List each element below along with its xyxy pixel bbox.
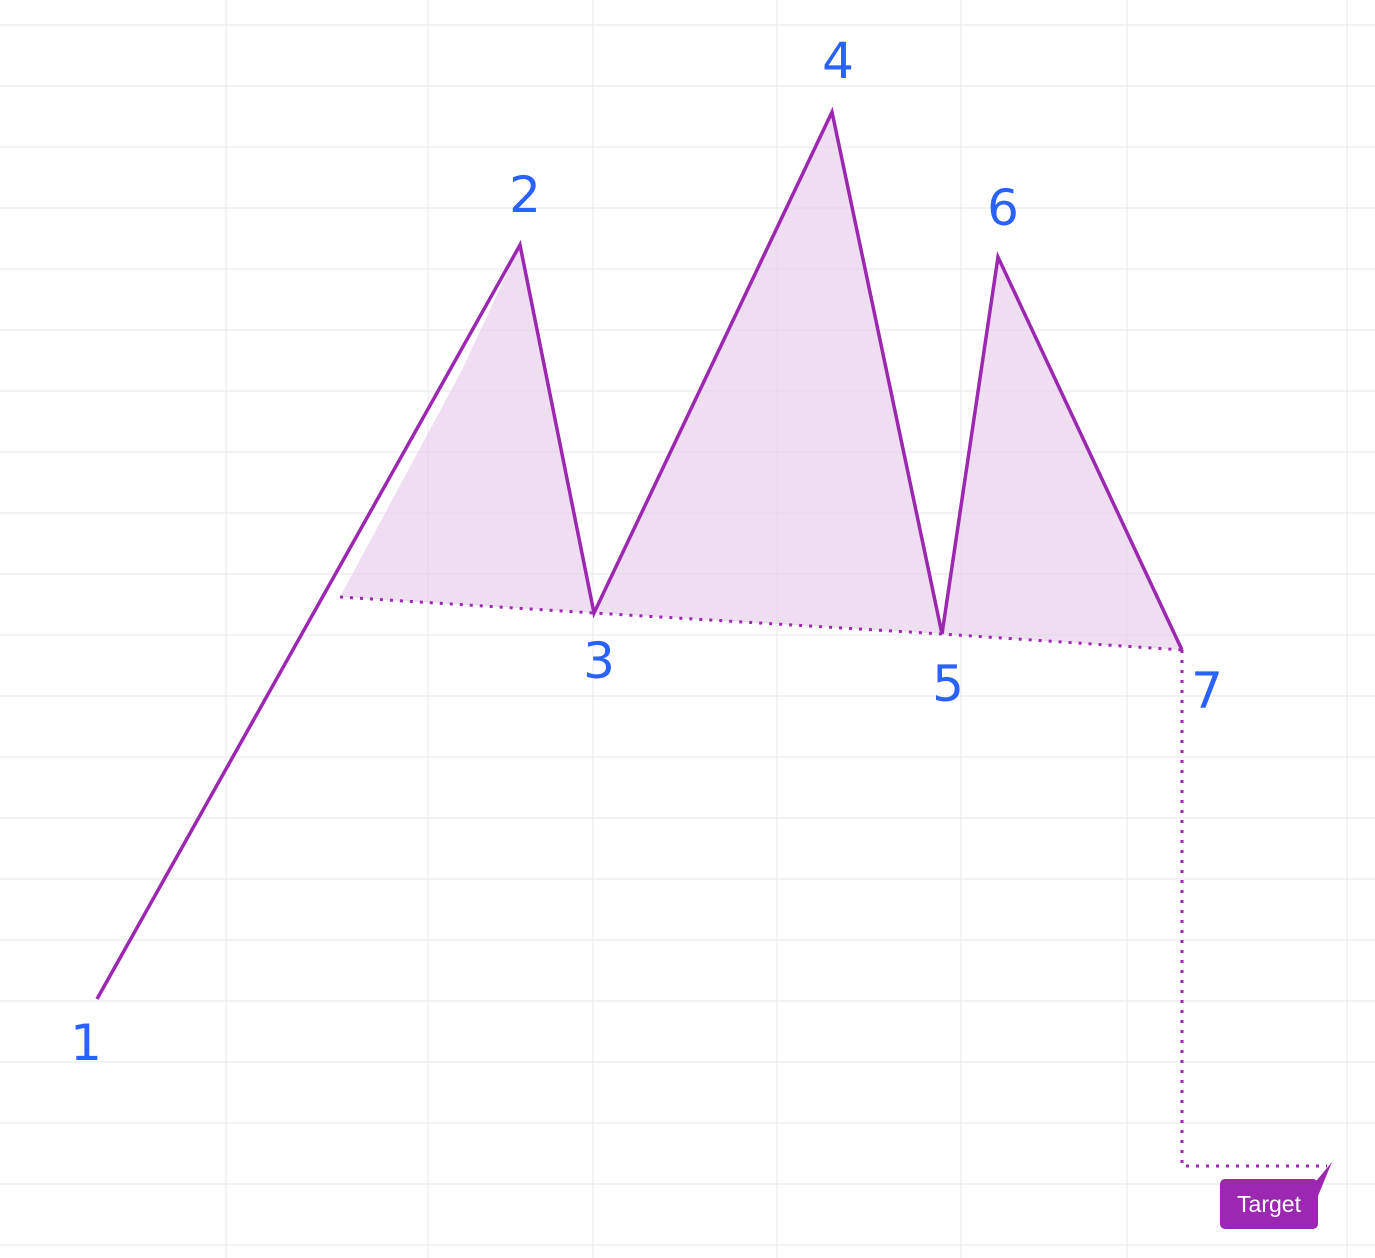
point-label-4: 4 bbox=[822, 32, 854, 90]
right-shoulder-fill bbox=[942, 257, 1182, 650]
target-badge-box bbox=[1220, 1179, 1318, 1229]
left-shoulder-fill bbox=[340, 245, 594, 613]
point-labels: 1 2 3 4 5 6 7 bbox=[70, 32, 1223, 1072]
price-path[interactable] bbox=[95, 106, 1184, 1000]
point-label-3: 3 bbox=[583, 632, 615, 690]
point-label-5: 5 bbox=[932, 655, 964, 713]
target-projection-line[interactable] bbox=[1180, 650, 1327, 1168]
point-label-7: 7 bbox=[1191, 662, 1223, 720]
point-label-1: 1 bbox=[70, 1014, 102, 1072]
point-label-6: 6 bbox=[987, 179, 1019, 237]
target-badge[interactable]: Target bbox=[1220, 1162, 1332, 1229]
pattern-fill-areas bbox=[340, 112, 1182, 650]
point-label-2: 2 bbox=[509, 166, 541, 224]
head-fill bbox=[594, 112, 942, 634]
target-label: Target bbox=[1237, 1191, 1302, 1217]
